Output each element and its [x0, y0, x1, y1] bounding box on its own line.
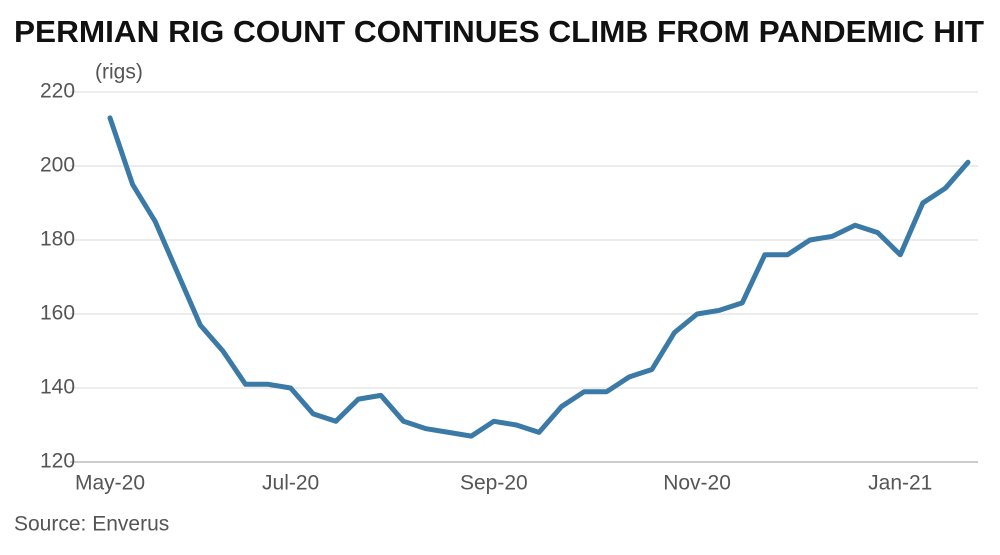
y-axis-label: (rigs)	[95, 61, 143, 84]
x-tick-label: Jan-21	[868, 472, 932, 495]
x-tick-label: Sep-20	[460, 472, 528, 495]
x-tick-label: Jul-20	[262, 472, 319, 495]
y-tick-label: 120	[40, 450, 75, 473]
y-tick-label: 180	[40, 228, 75, 251]
y-tick-label: 200	[40, 154, 75, 177]
y-tick-label: 160	[40, 302, 75, 325]
y-tick-label: 140	[40, 376, 75, 399]
line	[107, 115, 971, 439]
source: Source: Enverus	[14, 513, 169, 536]
x-tick-label: May-20	[75, 472, 145, 495]
x-tick-label: Nov-20	[663, 472, 731, 495]
chart-title: PERMIAN RIG COUNT CONTINUES CLIMB FROM P…	[14, 14, 984, 49]
y-tick-label: 220	[40, 80, 75, 103]
